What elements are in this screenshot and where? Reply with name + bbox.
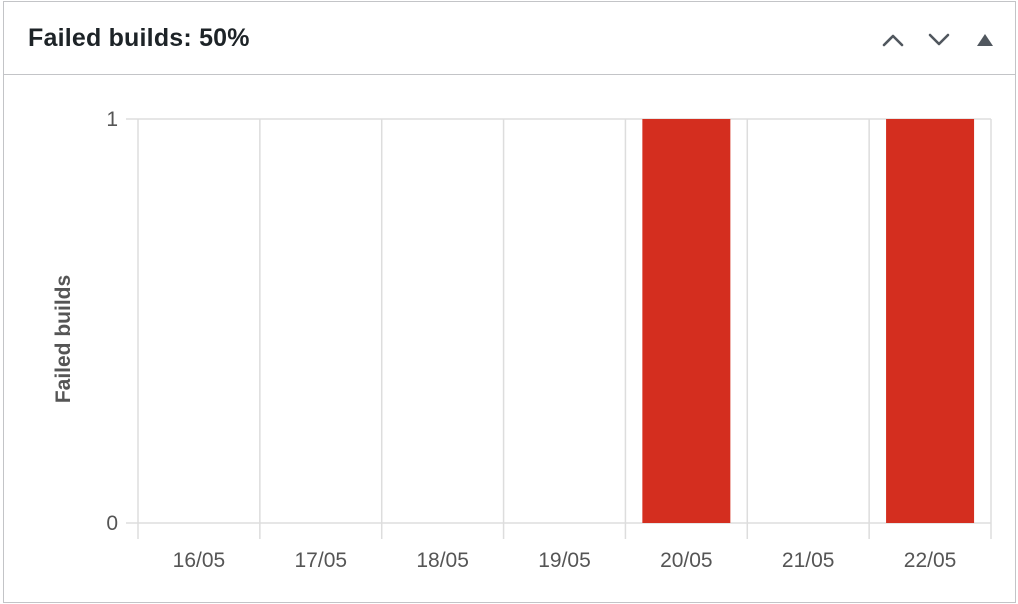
grid-layer xyxy=(126,118,992,539)
x-tick-label: 22/05 xyxy=(904,549,957,572)
bar[interactable] xyxy=(642,119,731,523)
x-tick-label: 20/05 xyxy=(660,549,713,572)
triangle-up-icon xyxy=(976,33,994,47)
axis-layer: 0 1 16/05 17/05 18/05 19/05 20/05 21/05 22/05 xyxy=(106,108,956,572)
x-tick-label: 18/05 xyxy=(416,549,469,572)
widget-actions xyxy=(873,24,1005,56)
widget-title: Failed builds: 50% xyxy=(28,24,250,52)
toggle-panel-button[interactable] xyxy=(965,24,1005,56)
chevron-up-icon xyxy=(881,32,905,48)
chart-area: 0 1 16/05 17/05 18/05 19/05 20/05 21/05 22/05 Fa… xyxy=(4,75,1016,603)
widget-header: Failed builds: 50% xyxy=(4,2,1015,75)
chevron-down-icon xyxy=(927,32,951,48)
move-down-button[interactable] xyxy=(919,24,959,56)
y-axis-title: Failed builds xyxy=(52,275,75,403)
failed-builds-chart: 0 1 16/05 17/05 18/05 19/05 20/05 21/05 22/05 Fa… xyxy=(52,108,992,572)
bar-layer xyxy=(642,119,975,523)
x-tick-label: 17/05 xyxy=(295,549,348,572)
failed-builds-widget: Failed builds: 50% 0 1 16/05 17/ xyxy=(3,1,1016,603)
bar[interactable] xyxy=(886,119,975,523)
y-tick-label: 1 xyxy=(106,108,118,131)
x-tick-label: 19/05 xyxy=(538,549,591,572)
y-tick-label: 0 xyxy=(106,512,118,535)
move-up-button[interactable] xyxy=(873,24,913,56)
x-tick-label: 21/05 xyxy=(782,549,835,572)
x-tick-label: 16/05 xyxy=(173,549,226,572)
